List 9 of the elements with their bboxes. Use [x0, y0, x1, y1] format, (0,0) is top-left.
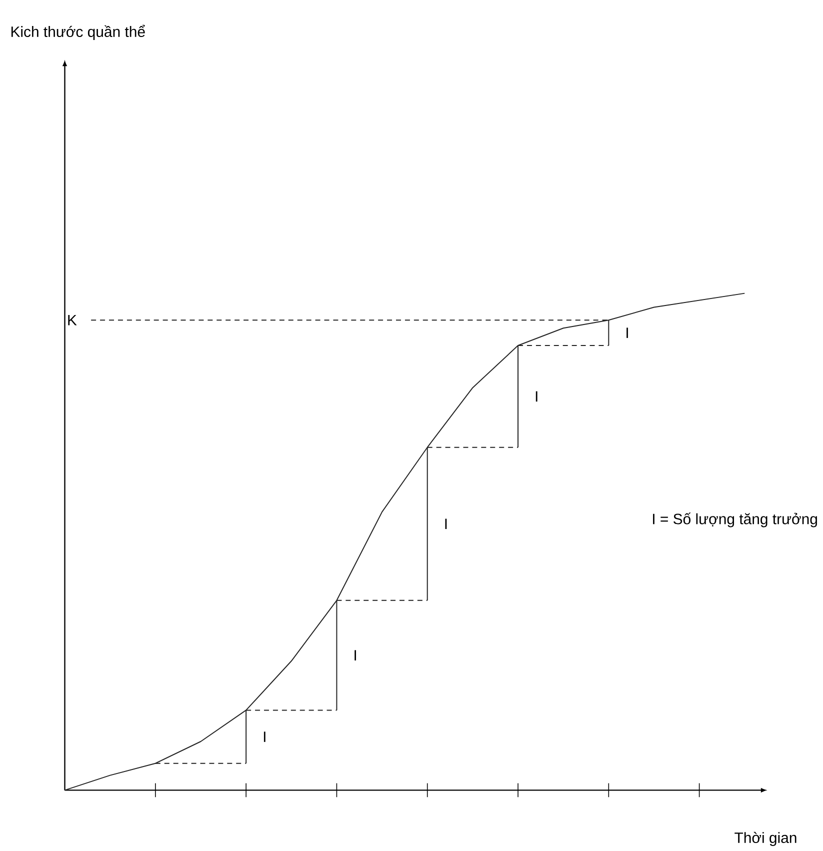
annotation: I [264, 732, 266, 742]
text: Kich thước quần thể [11, 24, 145, 40]
annotation: I [536, 391, 538, 402]
annotation: I [626, 328, 628, 338]
x-axis-title: Thời gian [734, 832, 796, 846]
annotation: I [445, 518, 447, 530]
annotation: I = Số lượng tăng trưởng [653, 512, 818, 528]
ref-line-label: K [68, 315, 77, 326]
annotation: I [354, 650, 356, 660]
